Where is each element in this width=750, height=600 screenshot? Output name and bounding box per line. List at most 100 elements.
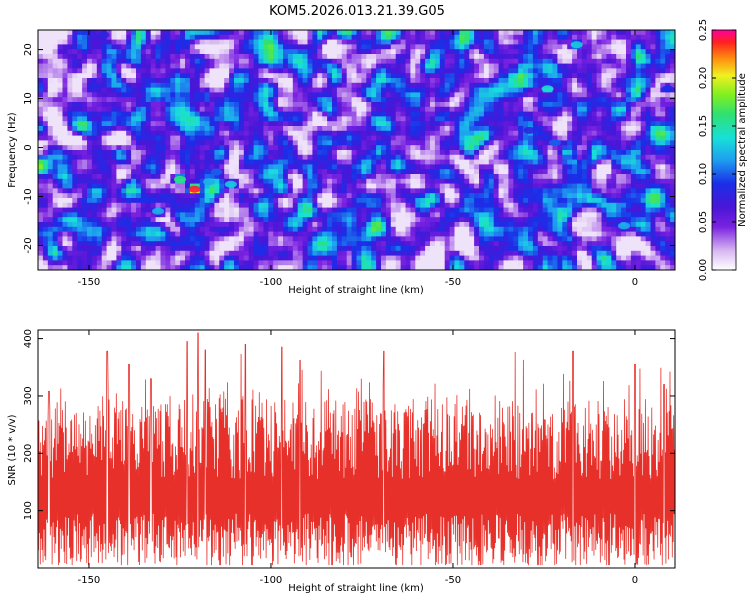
heatmap-cell <box>312 202 318 209</box>
heatmap-cell <box>366 73 372 79</box>
heatmap-cell <box>214 188 220 194</box>
heatmap-cell <box>170 140 176 146</box>
heatmap-cell <box>351 183 358 189</box>
heatmap-cell <box>42 193 49 199</box>
heatmap-cell <box>586 78 593 84</box>
heatmap-cell <box>189 169 196 175</box>
heatmap-cell <box>317 159 323 165</box>
heatmap-cell <box>96 44 103 50</box>
heatmap-cell <box>278 159 284 165</box>
heatmap-cell <box>307 78 313 84</box>
heatmap-cell <box>552 78 558 84</box>
heatmap-cell <box>131 49 137 55</box>
heatmap-cell <box>376 87 382 93</box>
heatmap-cell <box>596 140 603 146</box>
heatmap-cell <box>185 39 191 45</box>
heatmap-cell <box>332 63 338 69</box>
heatmap-cell <box>229 140 235 146</box>
heatmap-cell <box>336 68 343 74</box>
heatmap-cell <box>155 68 162 74</box>
heatmap-cell <box>366 130 372 137</box>
heatmap-cell <box>547 121 554 127</box>
heatmap-cell <box>57 126 64 132</box>
heatmap-cell <box>532 30 539 36</box>
heatmap-cell <box>322 68 328 74</box>
heatmap-cell <box>439 150 446 156</box>
heatmap-cell <box>474 34 480 41</box>
heatmap-cell <box>38 116 44 122</box>
heatmap-cell <box>91 178 98 185</box>
heatmap-cell <box>297 135 304 141</box>
heatmap-cell <box>268 39 274 45</box>
heatmap-cell <box>165 111 171 117</box>
heatmap-cell <box>116 174 122 180</box>
heatmap-cell <box>415 111 421 117</box>
heatmap-cell <box>165 174 171 180</box>
heatmap-cell <box>317 49 323 55</box>
heatmap-cell <box>655 82 661 89</box>
heatmap-cell <box>385 183 392 189</box>
heatmap-cell <box>111 193 117 199</box>
heatmap-cell <box>96 82 103 89</box>
heatmap-cell <box>82 130 88 137</box>
heatmap-cell <box>189 193 196 199</box>
heatmap-cell <box>655 164 661 170</box>
heatmap-cell <box>351 58 358 65</box>
heatmap-cell <box>513 34 519 41</box>
heatmap-cell <box>346 150 353 156</box>
heatmap-cell <box>449 87 456 93</box>
heatmap-cell <box>307 30 313 36</box>
heatmap-cell <box>567 102 573 108</box>
heatmap-cell <box>155 73 162 79</box>
heatmap-cell <box>165 188 171 194</box>
heatmap-cell <box>601 126 607 132</box>
heatmap-cell <box>665 54 671 60</box>
heatmap-cell <box>616 207 622 213</box>
heatmap-cell <box>204 145 211 151</box>
heatmap-cell <box>341 135 348 141</box>
heatmap-cell <box>140 169 147 175</box>
heatmap-cell <box>635 130 642 137</box>
heatmap-cell <box>645 102 652 108</box>
heatmap-cell <box>547 202 554 209</box>
heatmap-cell <box>72 154 78 161</box>
heatmap-cell <box>601 164 607 170</box>
heatmap-cell <box>307 154 313 161</box>
heatmap-cell <box>126 54 132 60</box>
heatmap-cell <box>508 188 514 194</box>
heatmap-cell <box>121 92 127 98</box>
heatmap-cell <box>57 150 64 156</box>
heatmap-cell <box>670 73 675 79</box>
heatmap-cell <box>57 92 64 98</box>
heatmap-cell <box>292 198 299 204</box>
heatmap-cell <box>670 116 675 122</box>
heatmap-cell <box>273 34 279 41</box>
heatmap-cell <box>474 82 480 89</box>
heatmap-cell <box>219 202 225 209</box>
heatmap-cell <box>420 78 426 84</box>
heatmap-cell <box>552 30 558 36</box>
heatmap-cell <box>346 116 353 122</box>
heatmap-cell <box>469 135 475 141</box>
heatmap-cell <box>513 78 519 84</box>
heatmap-cell <box>238 126 245 132</box>
heatmap-cell <box>665 198 671 204</box>
heatmap-cell <box>224 44 230 50</box>
heatmap-cell <box>136 198 142 204</box>
heatmap-cell <box>229 202 235 209</box>
heatmap-cell <box>415 154 421 161</box>
heatmap-cell <box>459 111 465 117</box>
heatmap-cell <box>91 202 98 209</box>
heatmap-cell <box>214 39 220 45</box>
heatmap-cell <box>655 92 661 98</box>
heatmap-cell <box>567 140 573 146</box>
heatmap-cell <box>503 183 509 189</box>
heatmap-cell <box>611 34 617 41</box>
heatmap-cell <box>278 198 284 204</box>
heatmap-cell <box>292 39 299 45</box>
heatmap-cell <box>621 34 627 41</box>
heatmap-cell <box>518 68 524 74</box>
heatmap-cell <box>258 97 264 103</box>
heatmap-cell <box>155 130 162 137</box>
heatmap-cell <box>479 140 485 146</box>
